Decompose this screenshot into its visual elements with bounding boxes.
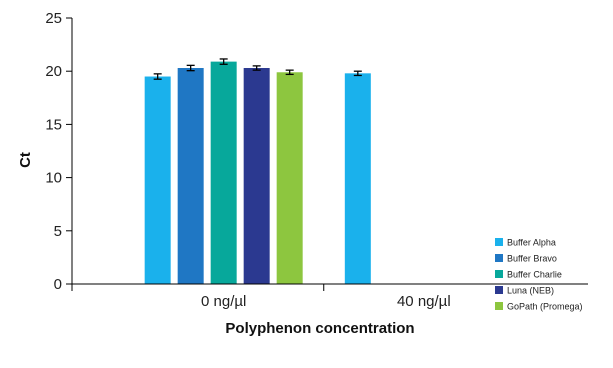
legend-label: Luna (NEB) [507,286,554,296]
bar [177,68,204,285]
bar [276,72,303,284]
y-tick-label: 20 [45,63,62,80]
x-axis-ticks: 0 ng/µl 40 ng/µl [71,284,451,310]
legend-label: Buffer Charlie [507,270,562,280]
legend-label: GoPath (Promega) [507,302,583,312]
x-tick-label: 40 ng/µl [397,293,451,310]
y-axis-ticks: 0 5 10 15 20 25 [45,10,72,293]
legend-swatch [495,270,503,278]
bar [344,73,371,284]
y-tick-label: 15 [45,116,62,133]
y-tick-label: 5 [54,223,62,240]
legend-label: Buffer Bravo [507,254,557,264]
bar [210,61,237,285]
x-tick-label: 0 ng/µl [201,293,246,310]
error-bars [153,58,362,80]
y-tick-label: 25 [45,10,62,27]
x-axis-title: Polyphenon concentration [225,320,414,337]
legend-swatch [495,286,503,294]
bar [243,68,270,285]
legend: Buffer Alpha Buffer Bravo Buffer Charlie Lu… [495,238,583,312]
y-tick-label: 0 [54,276,62,293]
legend-swatch [495,254,503,262]
y-axis-title: Ct [17,152,34,168]
y-tick-label: 10 [45,170,62,187]
bars [144,61,371,285]
legend-swatch [495,238,503,246]
legend-swatch [495,302,503,310]
bar [144,76,171,285]
legend-label: Buffer Alpha [507,238,556,248]
